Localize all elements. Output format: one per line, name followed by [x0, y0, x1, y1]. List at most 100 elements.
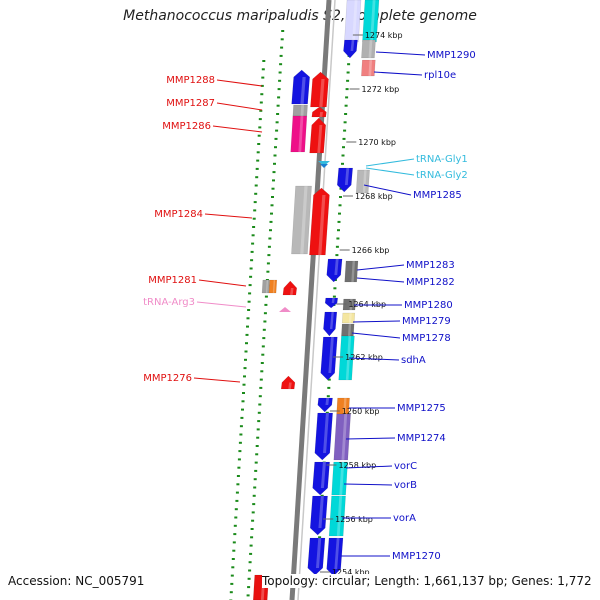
- reverse-gene-mmp1281-a-highlight: [265, 280, 269, 293]
- dotted-rail-left-outer: [236, 483, 240, 486]
- right-label-trna-gly1: tRNA-Gly1: [416, 154, 468, 165]
- forward-gene-mmp1280-highlight: [331, 298, 335, 303]
- dotted-rail-left-inner: [255, 445, 259, 447]
- right-leader-line: [363, 184, 412, 196]
- dotted-rail-left-inner: [249, 544, 253, 547]
- genome-summary: Topology: circular; Length: 1,661,137 bp…: [262, 574, 592, 588]
- dotted-rail-right: [327, 378, 331, 381]
- tick-label: 1274 kbp: [365, 31, 403, 40]
- right-leader-line: [375, 51, 426, 56]
- right-leader-line: [356, 264, 405, 271]
- dotted-rail-right: [345, 96, 349, 99]
- dotted-rail-left-inner: [247, 586, 251, 589]
- accession-text: Accession: NC_005791: [8, 574, 145, 588]
- dotted-rail-right: [333, 287, 337, 290]
- forward-gene-mmp1275-orange-highlight: [343, 398, 347, 414]
- dotted-rail-left-outer: [245, 333, 249, 336]
- tick-label: 1256 kbp: [335, 515, 373, 524]
- dotted-rail-left-outer: [235, 491, 239, 494]
- right-label-vorb: vorB: [394, 480, 417, 491]
- tick-label: 1266 kbp: [352, 246, 390, 255]
- dotted-rail-left-inner: [277, 96, 281, 99]
- right-label-mmp1280: MMP1280: [404, 300, 453, 311]
- left-label-mmp1286: MMP1286: [162, 121, 211, 132]
- forward-gene-mmp1275-highlight: [325, 398, 330, 405]
- dotted-rail-left-inner: [278, 79, 282, 82]
- dotted-rail-left-inner: [258, 395, 262, 398]
- left-leader-line: [216, 102, 263, 111]
- forward-gene-mmp1274-highlight: [323, 413, 329, 453]
- left-label-trna-arg3: tRNA-Arg3: [143, 297, 195, 308]
- right-label-mmp1270: MMP1270: [392, 551, 441, 562]
- forward-gene-mmp1285-highlight: [344, 168, 350, 185]
- right-label-mmp1274: MMP1274: [397, 433, 446, 444]
- right-label-vora: vorA: [393, 513, 416, 524]
- dotted-rail-left-outer: [234, 516, 238, 519]
- forward-gene-mmp1274-violet-highlight: [341, 414, 348, 460]
- right-label-mmp1283: MMP1283: [406, 260, 455, 271]
- forward-gene-vorc: [312, 461, 330, 496]
- forward-gene-mmp1290-cyan: [362, 0, 380, 43]
- reverse-gene-grey-highlight: [300, 105, 305, 116]
- reverse-gene-mmp1288b-highlight: [319, 79, 325, 107]
- dotted-rail-left-outer: [248, 292, 252, 295]
- right-leader-line: [343, 483, 393, 486]
- trna-gly2-marker: [320, 164, 328, 168]
- right-leader-line: [356, 277, 405, 283]
- dotted-rail-left-outer: [230, 582, 234, 585]
- backbone-shadow: [297, 0, 336, 600]
- forward-gene-mmp1290-grey: [361, 39, 376, 59]
- dotted-rail-left-outer: [258, 126, 262, 129]
- trna-gly1-marker: [318, 161, 330, 166]
- reverse-gene-mmp1284-grey: [291, 185, 312, 255]
- dotted-rail-left-outer: [259, 101, 263, 104]
- right-leader-line: [345, 437, 396, 440]
- forward-gene-mmp1270: [307, 537, 326, 576]
- forward-gene-top-b-highlight: [350, 40, 355, 51]
- reverse-gene-mmp1288-highlight: [300, 77, 306, 104]
- right-label-mmp1285: MMP1285: [413, 190, 462, 201]
- right-leader-line: [348, 357, 400, 361]
- forward-gene-mmp1280-grey: [342, 298, 356, 311]
- dotted-rail-left-outer: [231, 558, 235, 560]
- forward-gene-mmp1270b-highlight: [334, 538, 340, 569]
- right-label-mmp1290: MMP1290: [427, 50, 476, 61]
- dotted-rail-left-outer: [249, 267, 253, 270]
- forward-gene-vorc-highlight: [320, 462, 326, 488]
- dotted-rail-left-inner: [252, 503, 256, 506]
- left-label-mmp1284: MMP1284: [154, 209, 203, 220]
- tick-label: 1258 kbp: [338, 461, 376, 470]
- dotted-rail-left-inner: [257, 420, 261, 423]
- dotted-rail-left-inner: [262, 337, 266, 340]
- dotted-rail-left-inner: [259, 378, 263, 381]
- dotted-rail-right: [342, 137, 346, 140]
- forward-gene-mmp1282-highlight: [351, 261, 356, 282]
- dotted-rail-left-inner: [268, 237, 272, 240]
- dotted-rail-left-inner: [269, 220, 273, 223]
- dotted-rail-left-outer: [255, 176, 259, 179]
- forward-gene-mmp1283-highlight: [334, 259, 339, 275]
- dotted-rail-left-outer: [239, 433, 243, 436]
- dotted-rail-left-inner: [280, 46, 284, 49]
- right-label-vorc: vorC: [394, 461, 417, 472]
- dotted-rail-right: [341, 162, 344, 165]
- dotted-rail-left-inner: [278, 71, 282, 74]
- dotted-rail-left-outer: [252, 217, 256, 220]
- forward-gene-sdha: [338, 335, 355, 381]
- forward-gene-mmp1270-highlight: [316, 538, 322, 568]
- dotted-rail-left-inner: [255, 453, 259, 456]
- dotted-rail-left-outer: [238, 450, 242, 453]
- left-label-mmp1288: MMP1288: [166, 75, 215, 86]
- reverse-gene-grey: [292, 104, 308, 117]
- right-label-mmp1279: MMP1279: [402, 316, 451, 327]
- dotted-rail-left-inner: [256, 428, 260, 431]
- dotted-rail-right: [337, 229, 340, 232]
- dotted-rail-right: [338, 212, 341, 215]
- reverse-gene-mmp1286: [290, 115, 308, 153]
- dotted-rail-left-outer: [241, 400, 245, 403]
- dotted-rail-left-outer: [253, 209, 257, 212]
- dotted-rail-left-inner: [275, 129, 279, 132]
- dotted-rail-left-inner: [273, 154, 277, 157]
- dotted-rail-right: [335, 254, 339, 257]
- dotted-rail-left-inner: [249, 552, 253, 555]
